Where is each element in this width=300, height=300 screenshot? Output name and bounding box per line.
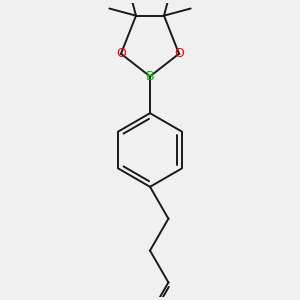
Text: B: B — [146, 70, 154, 83]
Text: O: O — [116, 47, 126, 60]
Text: O: O — [174, 47, 184, 60]
